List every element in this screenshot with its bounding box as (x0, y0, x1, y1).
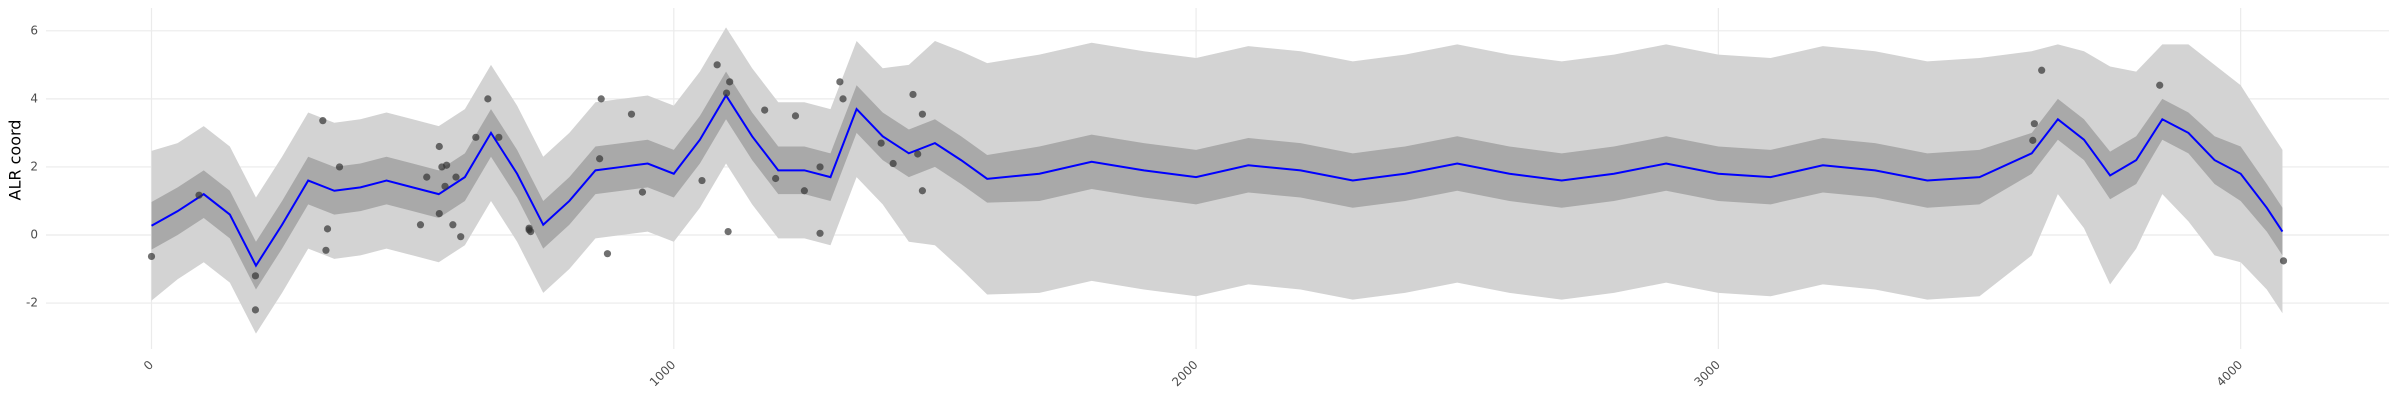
data-point (877, 139, 885, 147)
data-point (251, 272, 260, 280)
data-point (416, 221, 425, 229)
data-point (918, 187, 927, 195)
data-point (909, 90, 917, 99)
data-point (918, 110, 927, 118)
data-point (816, 229, 824, 237)
data-point (319, 117, 327, 125)
data-point (836, 78, 844, 86)
data-point (322, 246, 330, 254)
data-point (423, 173, 431, 181)
y-axis-label: ALR coord (6, 120, 25, 201)
data-point (2030, 120, 2038, 128)
y-tick-label: -2 (26, 296, 38, 310)
x-tick-label: 2000 (1169, 358, 1200, 389)
data-point (2156, 81, 2164, 89)
data-point (603, 250, 612, 258)
data-point (839, 95, 847, 103)
data-point (251, 306, 260, 314)
data-point (596, 155, 604, 163)
data-point (889, 159, 897, 168)
confidence-band (151, 71, 2283, 290)
data-point (722, 89, 731, 97)
mean-line (151, 93, 2284, 268)
data-point (914, 150, 922, 158)
y-tick-label: 6 (30, 23, 38, 37)
data-point (726, 78, 734, 86)
data-point (472, 133, 480, 141)
y-tick-label: 0 (30, 227, 38, 241)
x-tick-label: 3000 (1691, 358, 1722, 389)
x-tick-label: 4000 (2214, 358, 2245, 389)
data-point (772, 174, 780, 183)
data-point (195, 191, 203, 199)
data-point (435, 142, 443, 151)
data-point (2029, 136, 2037, 144)
data-point (525, 226, 533, 234)
data-point (816, 163, 824, 171)
data-point (791, 112, 800, 120)
y-tick-label: 4 (30, 91, 38, 105)
data-point (597, 95, 605, 103)
data-point (713, 61, 721, 69)
data-point (761, 106, 769, 114)
data-point (2038, 66, 2046, 74)
data-point (449, 221, 457, 229)
x-tick-label: 1000 (647, 358, 678, 389)
data-point (800, 187, 808, 195)
data-point (323, 225, 332, 233)
data-point (484, 95, 492, 103)
data-point (495, 133, 503, 141)
data-point (627, 110, 636, 118)
data-point (442, 161, 451, 169)
data-point (2279, 257, 2288, 265)
data-point (335, 163, 344, 171)
x-tick-label: 0 (141, 358, 156, 373)
data-point (457, 233, 465, 241)
data-point (435, 209, 443, 218)
data-point (147, 252, 156, 261)
y-tick-label: 2 (30, 159, 38, 173)
data-point (638, 188, 647, 196)
data-point (698, 176, 706, 185)
data-point (441, 182, 449, 190)
data-point (724, 227, 732, 236)
data-point (452, 173, 460, 181)
